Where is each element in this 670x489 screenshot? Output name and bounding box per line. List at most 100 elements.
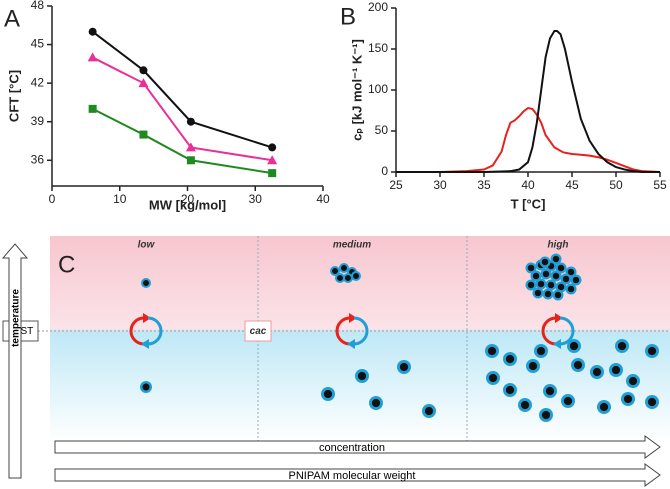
molecular-weight-arrow — [54, 463, 661, 487]
x-tick-label: 50 — [609, 178, 623, 192]
y-axis-title: CFT [°C] — [6, 70, 21, 122]
y-axis-title: cₚ [kJ mol⁻¹ K⁻¹] — [349, 39, 364, 141]
arrow-head — [141, 339, 149, 349]
cac-box — [244, 320, 272, 342]
x-tick-label: 20 — [181, 192, 195, 206]
concentration-arrow — [54, 435, 661, 459]
marker — [268, 143, 277, 152]
polymer-particle — [530, 270, 542, 282]
polymer-particle — [543, 384, 557, 398]
series-line — [92, 56, 273, 162]
molecular-weight-label: PNIPAM molecular weight — [289, 470, 416, 482]
x-tick-label: 25 — [389, 178, 403, 192]
cycle-arrow-red — [541, 316, 557, 346]
y-tick-label: 45 — [31, 37, 45, 51]
polymer-particle — [321, 387, 335, 401]
polymer-particle — [565, 283, 577, 295]
y-tick-label: 100 — [368, 82, 388, 96]
cycle-arrow-red — [129, 316, 145, 346]
polymer-particle — [609, 363, 623, 377]
polymer-particle — [330, 266, 340, 276]
polymer-particle — [550, 253, 562, 265]
polymer-particle — [526, 359, 540, 373]
arrow-head — [143, 313, 151, 323]
x-tick-label: 45 — [565, 178, 579, 192]
polymer-particle — [561, 394, 575, 408]
marker — [88, 27, 97, 36]
series-line — [92, 30, 273, 149]
column-label: medium — [333, 240, 371, 251]
marker — [268, 169, 277, 178]
polymer-particle — [525, 262, 537, 274]
polymer-particle — [503, 352, 517, 366]
marker — [88, 104, 97, 113]
polymer-particle — [369, 396, 383, 410]
polymer-particle — [503, 383, 517, 397]
panel-label: B — [340, 3, 356, 30]
column-label: low — [138, 240, 156, 251]
x-tick-label: 40 — [316, 192, 330, 206]
arrow-head — [555, 313, 563, 323]
y-tick-label: 150 — [368, 41, 388, 55]
x-tick-label: 30 — [433, 178, 447, 192]
polymer-particle — [140, 381, 152, 393]
temperature-label: temperature — [11, 289, 22, 347]
x-tick-label: 0 — [49, 192, 56, 206]
series-line — [396, 29, 660, 173]
marker — [186, 117, 195, 126]
marker — [139, 130, 148, 139]
polymer-particle — [486, 371, 500, 385]
temperature-arrow — [1, 243, 29, 479]
arrow-head — [553, 339, 561, 349]
polymer-particle — [539, 256, 551, 268]
arrow-head — [347, 339, 355, 349]
y-tick-label: 42 — [31, 75, 45, 89]
y-tick-label: 200 — [368, 0, 388, 14]
column-label: high — [547, 240, 568, 251]
polymer-particle — [351, 271, 361, 281]
x-tick-label: 35 — [477, 178, 491, 192]
x-tick-label: 10 — [113, 192, 127, 206]
polymer-particle — [550, 270, 562, 282]
panel-label: A — [4, 5, 20, 32]
polymer-particle — [552, 289, 564, 301]
temperature-background — [50, 236, 670, 441]
polymer-particle — [545, 279, 557, 291]
polymer-particle — [621, 392, 635, 406]
polymer-particle — [555, 262, 567, 274]
polymer-particle — [597, 400, 611, 414]
marker — [139, 66, 148, 75]
cycle-arrow-blue — [559, 316, 575, 346]
polymer-particle — [535, 278, 547, 290]
polymer-particle — [567, 339, 581, 353]
y-tick-label: 39 — [31, 114, 45, 128]
series-line — [92, 107, 273, 175]
marker — [87, 52, 98, 62]
polymer-particle — [542, 288, 554, 300]
marker — [186, 156, 195, 165]
cac-label: cac — [250, 326, 267, 337]
polymer-particle — [560, 273, 572, 285]
concentration-label: concentration — [319, 442, 385, 454]
polymer-particle — [339, 263, 349, 273]
x-tick-label: 30 — [249, 192, 263, 206]
polymer-particle — [539, 408, 553, 422]
polymer-particle — [485, 344, 499, 358]
marker — [138, 78, 149, 88]
panel-label: C — [58, 251, 75, 278]
y-tick-label: 48 — [31, 0, 45, 12]
polymer-particle — [355, 369, 369, 383]
cycle-arrow-blue — [147, 316, 163, 346]
marker — [267, 155, 278, 165]
polymer-particle — [525, 279, 537, 291]
cycle-arrow-blue — [353, 316, 369, 346]
cycle-arrow-red — [335, 316, 351, 346]
polymer-particle — [343, 273, 353, 283]
polymer-particle — [518, 398, 532, 412]
polymer-particle — [335, 273, 345, 283]
series-line — [396, 106, 661, 173]
y-tick-label: 0 — [381, 164, 388, 178]
polymer-particle — [571, 358, 585, 372]
